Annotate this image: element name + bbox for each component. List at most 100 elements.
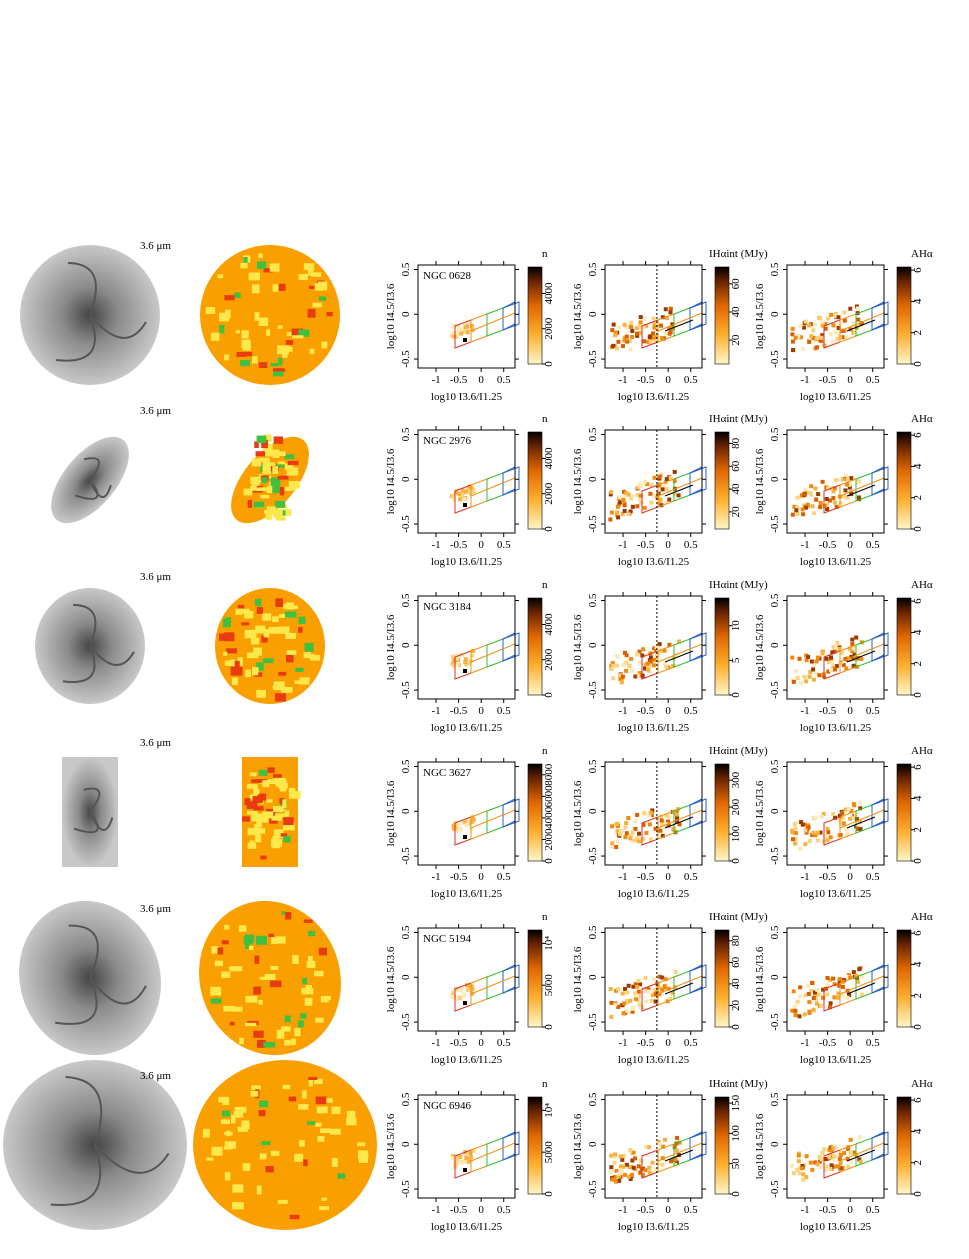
density-cell <box>790 1008 795 1013</box>
y-axis-label: log10 I4.5/I3.6 <box>572 283 584 349</box>
density-cell <box>819 1003 824 1008</box>
density-cell <box>857 967 862 972</box>
density-cell <box>803 487 808 492</box>
density-cell <box>792 1004 797 1009</box>
density-cell <box>642 316 647 321</box>
colorbar-tick-label: 20 <box>730 334 742 346</box>
map-patch <box>286 823 294 829</box>
region-line <box>502 654 516 662</box>
density-cell <box>623 337 628 342</box>
density-cell <box>649 483 654 488</box>
density-cell <box>856 656 861 661</box>
density-cell <box>617 500 622 505</box>
map-patch <box>256 261 266 269</box>
density-cell <box>793 335 798 340</box>
colorbar-tick-label: 4000 <box>543 282 555 305</box>
density-cell <box>836 315 841 320</box>
map-patch <box>261 439 268 449</box>
map-patch <box>232 1184 244 1193</box>
density-cell <box>811 996 816 1001</box>
density-cell <box>802 674 807 679</box>
density-cell <box>622 508 627 513</box>
x-tick-label: -1 <box>618 539 627 551</box>
x-tick-label: 0.5 <box>866 539 880 551</box>
density-cell <box>623 987 628 992</box>
density-cell <box>832 982 837 987</box>
density-cell <box>664 664 669 669</box>
map-patch <box>285 911 292 920</box>
density-cell <box>630 494 635 499</box>
map-patch <box>273 451 286 456</box>
density-cell <box>468 491 473 496</box>
axes-frame <box>417 927 516 1032</box>
density-cell <box>675 819 680 824</box>
y-axis-label: log10 I4.5/I3.6 <box>385 283 397 349</box>
density-cell <box>463 820 468 825</box>
fit-line <box>846 982 876 995</box>
colorbar-tick-label: 6000 <box>543 785 555 808</box>
map-patch <box>205 307 216 314</box>
density-cell <box>652 325 657 330</box>
density-cell <box>455 324 460 329</box>
density-cell <box>836 326 841 331</box>
density-cell <box>657 644 662 649</box>
density-cell <box>621 489 626 494</box>
y-tick-label: -0.5 <box>587 847 599 865</box>
x-tick-label: 0.5 <box>684 705 698 717</box>
density-cell <box>801 1172 806 1177</box>
density-cell <box>622 503 627 508</box>
colorbar-tick-label: 60 <box>730 460 742 472</box>
density-cell <box>801 346 806 351</box>
map-patch <box>307 268 314 276</box>
density-cell <box>614 822 619 827</box>
region-box <box>689 798 707 828</box>
map-patch <box>234 660 240 667</box>
y-tick-label: 0 <box>400 808 412 814</box>
region-box <box>871 1131 889 1161</box>
region-box <box>502 632 520 662</box>
y-tick-label: 0.5 <box>769 262 781 276</box>
fit-line <box>664 1149 694 1162</box>
density-cell <box>831 489 836 494</box>
density-cell <box>821 995 826 1000</box>
map-patch <box>253 806 264 811</box>
region-line <box>839 477 885 497</box>
region-line <box>689 654 703 662</box>
map-patch <box>278 671 287 676</box>
map-patch <box>317 1135 325 1142</box>
density-cell <box>851 330 856 335</box>
y-tick-label: 0 <box>769 642 781 648</box>
map-patch <box>246 801 258 809</box>
colorbar-label: IHαint (MJy) <box>709 1078 768 1090</box>
density-cell <box>633 819 638 824</box>
density-cell <box>664 477 669 482</box>
x-tick-label: -0.5 <box>819 1204 837 1216</box>
density-cell <box>848 975 853 980</box>
x-tick-label: -0.5 <box>637 1037 655 1049</box>
colorbar-tick-label: 4 <box>912 463 924 469</box>
map-patch <box>321 1197 327 1201</box>
density-cell <box>621 1011 626 1016</box>
map-patch <box>288 791 301 799</box>
density-cell <box>642 811 647 816</box>
map-patch <box>220 1119 231 1125</box>
density-cell <box>470 986 475 991</box>
density-cell <box>462 496 467 501</box>
density-cell <box>660 822 665 827</box>
region-line <box>502 964 516 972</box>
density-cell <box>455 1156 460 1161</box>
density-cell <box>848 306 853 311</box>
colorbar-tick-label: 0 <box>543 1024 555 1030</box>
fit-line <box>664 484 694 497</box>
density-cell <box>455 1154 460 1159</box>
map-patch <box>243 936 253 945</box>
y-tick-label: -0.5 <box>587 350 599 368</box>
density-cell <box>663 1137 668 1142</box>
region-line <box>871 466 885 474</box>
map-patch <box>230 666 243 676</box>
density-cell <box>831 664 836 669</box>
y-tick-label: 0 <box>769 311 781 317</box>
density-cell <box>804 1154 809 1159</box>
density-cell <box>813 993 818 998</box>
density-cell <box>809 484 814 489</box>
